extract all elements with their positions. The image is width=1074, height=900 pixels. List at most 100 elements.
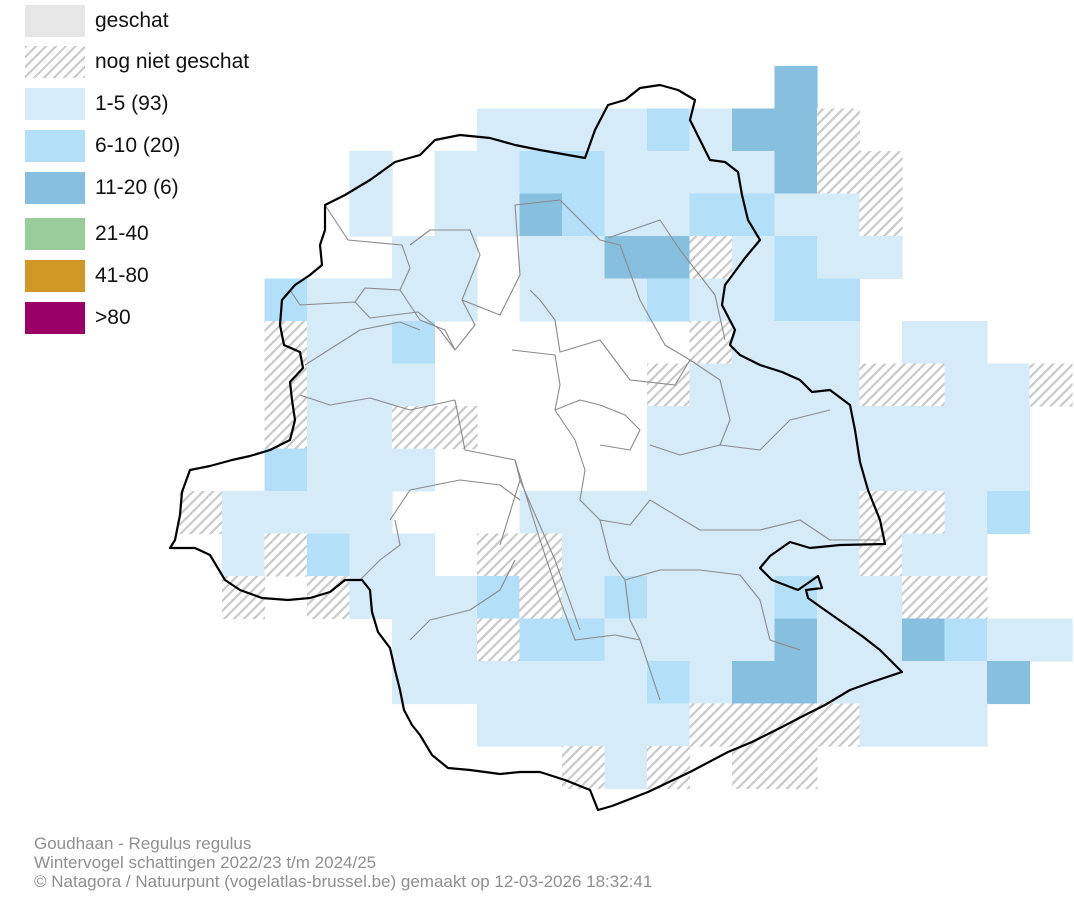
grid-cell [689,661,733,705]
grid-cell [307,363,351,407]
grid-cell [902,618,946,662]
grid-cell [264,491,308,535]
grid-cell [434,661,478,705]
map-footer: Goudhaan - Regulus regulus Wintervogel s… [34,834,652,891]
grid-cell [944,618,988,662]
grid-cell [774,108,818,152]
grid-cell [647,236,691,280]
grid-cell [392,576,436,620]
grid-cell-not-estimated [732,703,776,747]
grid-cell [349,363,393,407]
grid-cell [519,151,563,195]
grid-cell-not-estimated [264,533,308,577]
grid-cell [307,533,351,577]
grid-cell [902,661,946,705]
grid-cell [264,448,308,492]
grid-cell [774,193,818,237]
legend-item-geschat: geschat [25,5,345,37]
grid-cell [562,618,606,662]
grid-cell [434,576,478,620]
grid-cells [179,66,1073,790]
grid-cell [392,236,436,280]
grid-cell [519,661,563,705]
survey-period: Wintervogel schattingen 2022/23 t/m 2024… [34,853,377,872]
grid-cell [307,321,351,365]
grid-cell [562,491,606,535]
municipality-boundary [359,519,401,581]
grid-cell [392,618,436,662]
municipality-boundary [529,239,691,386]
grid-cell-not-estimated [902,363,946,407]
legend-label: 41-80 [95,264,149,287]
municipality-boundary [607,219,726,341]
grid-cell [774,406,818,450]
grid-cell [604,703,648,747]
grid-cell [519,236,563,280]
municipality-boundary [624,569,801,651]
grid-cell [774,66,818,110]
grid-cell [392,363,436,407]
grid-cell [477,703,521,747]
grid-cell [732,321,776,365]
legend-item-6-10: 6-10 (20) [25,130,345,162]
grid-cell [562,278,606,322]
grid-cell [774,321,818,365]
grid-cell [944,406,988,450]
grid-cell-not-estimated [477,618,521,662]
grid-cell [307,491,351,535]
grid-cell [944,491,988,535]
grid-cell [392,321,436,365]
legend-item-11-20: 11-20 (6) [25,172,345,204]
grid-cell [944,321,988,365]
grid-cell [647,491,691,535]
grid-cell [222,491,266,535]
grid-cell [732,448,776,492]
grid-cell [349,491,393,535]
grid-cell [987,661,1031,705]
legend-item-41-80: 41-80 [25,260,345,292]
grid-cell [817,278,861,322]
grid-cell [392,278,436,322]
legend-swatch [25,302,85,334]
grid-cell [647,448,691,492]
municipality-boundary [554,409,651,526]
municipality-boundary [299,394,456,411]
grid-cell-not-estimated [817,151,861,195]
grid-cell [604,491,648,535]
grid-cell [987,491,1031,535]
grid-cell-not-estimated [859,193,903,237]
legend-label: 1-5 (93) [95,92,169,115]
grid-cell [689,363,733,407]
municipality-boundary [304,321,421,366]
grid-cell [647,576,691,620]
grid-cell [647,193,691,237]
region-boundary [168,83,904,812]
grid-cell-not-estimated [392,406,436,450]
grid-cell [604,193,648,237]
grid-cell [817,491,861,535]
legend-label: geschat [95,9,169,32]
municipality-boundary [389,479,521,521]
grid-cell [434,151,478,195]
municipality-boundary [511,349,601,411]
municipality-boundary [689,359,731,446]
legend-swatch [25,46,85,78]
grid-cell [774,363,818,407]
grid-cell [944,448,988,492]
grid-cell [732,533,776,577]
grid-cell-not-estimated [859,363,903,407]
grid-cell [859,661,903,705]
municipality-boundary [649,499,880,541]
grid-cell [647,406,691,450]
legend-label: 11-20 (6) [95,176,179,199]
grid-cell [1029,618,1073,662]
grid-cell-not-estimated [434,406,478,450]
grid-cell-not-estimated [859,151,903,195]
grid-cell [604,533,648,577]
grid-cell [562,236,606,280]
legend-label: 21-40 [95,222,149,245]
grid-cell [349,193,393,237]
grid-cell [519,703,563,747]
grid-cell [902,533,946,577]
grid-cell [902,703,946,747]
